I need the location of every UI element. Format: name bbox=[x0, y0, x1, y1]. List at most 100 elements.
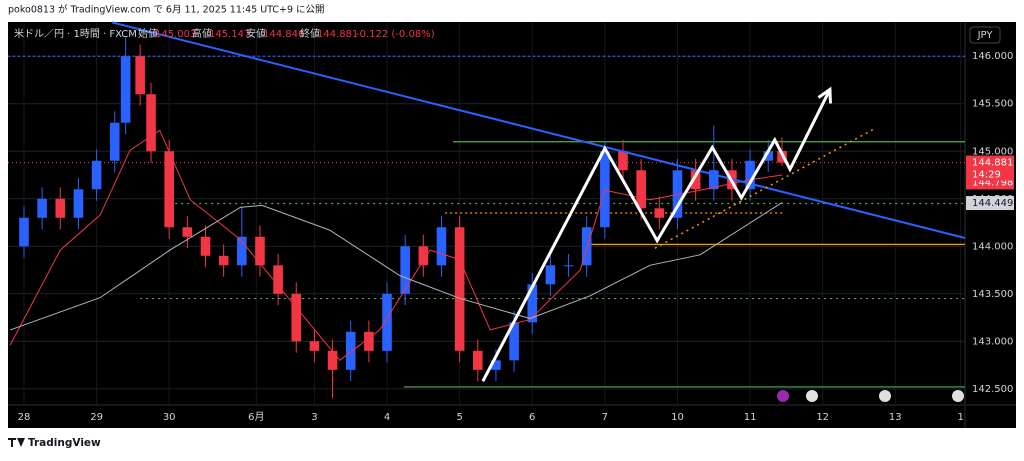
candle-body bbox=[182, 227, 193, 237]
published-note: poko0813 が TradingView.com で 6月 11, 2025… bbox=[8, 4, 325, 16]
x-tick-label: 6月 bbox=[248, 411, 264, 423]
x-tick-label: 7 bbox=[602, 412, 608, 423]
candle-body bbox=[237, 236, 247, 266]
candle-body bbox=[291, 293, 302, 342]
candle-body bbox=[218, 255, 229, 266]
arrow-head bbox=[817, 86, 832, 104]
candle-body bbox=[472, 350, 483, 370]
price-tag-label: 144.798 bbox=[972, 177, 1013, 188]
currency[interactable]: JPY bbox=[977, 30, 994, 41]
x-tick-label: 29 bbox=[90, 412, 103, 423]
currency-box[interactable] bbox=[969, 26, 1001, 44]
price-tag-bg bbox=[966, 196, 1014, 211]
plot bbox=[8, 21, 966, 405]
countdown: 14:29 bbox=[972, 170, 1001, 181]
event-icon[interactable] bbox=[952, 390, 964, 402]
candle-body bbox=[273, 265, 283, 294]
candle-body bbox=[454, 227, 465, 351]
y-tick-label: 144.000 bbox=[972, 241, 1013, 252]
candle-body bbox=[146, 94, 156, 152]
candle-body bbox=[55, 198, 66, 218]
y-tick-label: 145.000 bbox=[972, 146, 1013, 157]
price-tag: 144.449 bbox=[966, 196, 1014, 211]
candle-body bbox=[708, 170, 719, 190]
brand: TradingView bbox=[28, 437, 101, 449]
candle-body bbox=[545, 265, 556, 285]
y-tick-label: 146.000 bbox=[972, 51, 1013, 62]
price-tag-bg bbox=[966, 155, 1014, 170]
change: -0.122 (-0.08%) bbox=[356, 29, 435, 40]
x-tick-label: 12 bbox=[816, 412, 829, 423]
candle-body bbox=[120, 56, 131, 123]
candle-body bbox=[200, 236, 211, 256]
countdown-bg bbox=[966, 168, 1014, 181]
high: 145.147 bbox=[209, 29, 250, 40]
y-tick-label: 145.500 bbox=[972, 99, 1013, 110]
moving-average bbox=[10, 202, 783, 331]
candle-body bbox=[636, 170, 646, 209]
candle-body bbox=[491, 360, 501, 370]
candle-body bbox=[581, 227, 592, 266]
event-icons bbox=[777, 390, 964, 402]
x-tick-label: 11 bbox=[744, 412, 757, 423]
candle-body bbox=[618, 151, 628, 171]
x-tick-label: 30 bbox=[163, 412, 176, 423]
candle-body bbox=[654, 208, 665, 218]
candle-body bbox=[382, 293, 392, 351]
candle-body bbox=[763, 151, 774, 161]
y-tick-label: 143.500 bbox=[972, 289, 1013, 300]
candle-body bbox=[109, 122, 120, 161]
close: 144.881 bbox=[317, 29, 358, 40]
candle-body bbox=[19, 217, 29, 247]
candle-body bbox=[436, 227, 447, 266]
high-label: 高値 bbox=[192, 27, 212, 40]
open: 145.003 bbox=[155, 29, 196, 40]
candle-body bbox=[91, 160, 102, 190]
event-icon[interactable] bbox=[879, 390, 891, 402]
candle-body bbox=[400, 246, 410, 294]
chart-bg bbox=[8, 22, 1016, 428]
x-tick-label: 3 bbox=[311, 412, 317, 423]
price-tag: 144.881 bbox=[966, 155, 1014, 170]
price-tag-label: 144.449 bbox=[972, 198, 1013, 209]
candle-body bbox=[135, 56, 145, 95]
candle-body bbox=[418, 246, 429, 266]
candle-body bbox=[509, 322, 519, 361]
candle-body bbox=[563, 265, 574, 267]
candle-body bbox=[255, 236, 265, 266]
candle-body bbox=[327, 350, 338, 370]
price-tag-label: 144.881 bbox=[972, 158, 1013, 169]
candle-body bbox=[745, 160, 755, 190]
candle-body bbox=[345, 331, 356, 370]
candle-body bbox=[364, 331, 374, 351]
drawing-line bbox=[111, 21, 966, 239]
x-tick-label: 28 bbox=[18, 412, 31, 423]
candle-body bbox=[309, 341, 320, 351]
low-label: 安値 bbox=[246, 27, 266, 40]
moving-average bbox=[9, 129, 783, 362]
drawing-line bbox=[481, 88, 832, 382]
y-tick-label: 142.500 bbox=[972, 384, 1013, 395]
symbol: 米ドル／円 · 1時間 · FXCM bbox=[14, 27, 137, 40]
candle-body bbox=[527, 284, 538, 323]
brand-logo bbox=[8, 438, 25, 447]
x-tick-label: 1 bbox=[957, 412, 963, 423]
x-tick-label: 4 bbox=[384, 412, 390, 423]
x-tick-label: 10 bbox=[671, 412, 684, 423]
candle-body bbox=[600, 151, 610, 228]
candle-body bbox=[690, 170, 701, 190]
x-tick-label: 6 bbox=[529, 412, 535, 423]
x-tick-label: 13 bbox=[889, 412, 902, 423]
event-icon[interactable] bbox=[806, 390, 818, 402]
candle-body bbox=[73, 189, 84, 218]
close-label: 終値 bbox=[300, 27, 320, 40]
event-icon[interactable] bbox=[777, 390, 789, 402]
candle-body bbox=[37, 198, 47, 218]
candle-body bbox=[164, 151, 174, 228]
y-tick-label: 143.000 bbox=[972, 336, 1013, 347]
x-tick-label: 5 bbox=[456, 412, 462, 423]
legend: 米ドル／円 · 1時間 · FXCM 始値 145.003 高値 145.147… bbox=[14, 27, 435, 40]
open-label: 始値 bbox=[138, 27, 158, 40]
low: 144.846 bbox=[263, 29, 304, 40]
